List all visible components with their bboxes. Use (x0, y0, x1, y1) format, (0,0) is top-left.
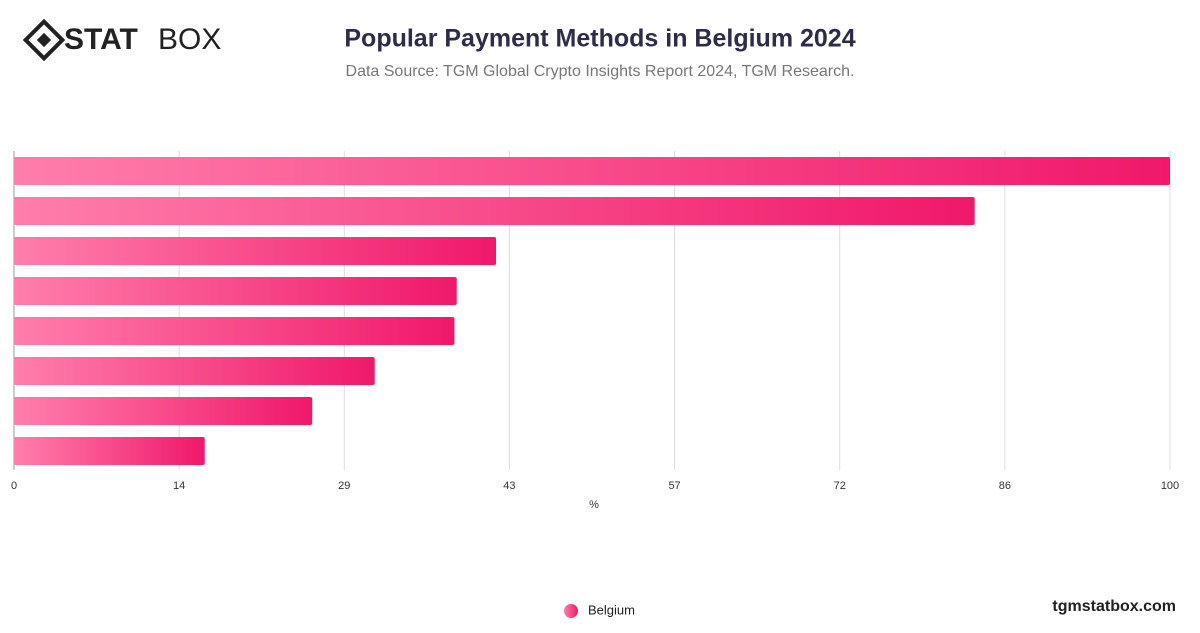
logo-text-bold: STAT (64, 23, 138, 56)
bar (14, 157, 1170, 185)
logo: STAT BOX (22, 18, 221, 62)
footer-link: tgmstatbox.com (1052, 598, 1176, 615)
x-tick-label: 43 (503, 480, 515, 492)
x-tick-label: 100 (1161, 480, 1179, 492)
chart-title: Popular Payment Methods in Belgium 2024 (344, 25, 855, 53)
bar (14, 197, 975, 225)
bar (14, 317, 455, 345)
bar (14, 437, 205, 465)
x-tick-label: 86 (999, 480, 1011, 492)
legend-marker (564, 604, 578, 618)
x-axis-label: % (589, 499, 599, 511)
bar (14, 397, 313, 425)
x-tick-label: 57 (668, 480, 680, 492)
bar (14, 237, 497, 265)
logo-icon (22, 18, 66, 62)
bar (14, 357, 375, 385)
legend-label: Belgium (588, 602, 635, 617)
x-tick-label: 29 (338, 480, 350, 492)
chart-subtitle: Data Source: TGM Global Crypto Insights … (346, 63, 855, 80)
logo-text-light: BOX (158, 23, 221, 56)
x-tick-label: 0 (11, 480, 17, 492)
x-tick-label: 72 (834, 480, 846, 492)
x-tick-label: 14 (173, 480, 185, 492)
bar (14, 277, 457, 305)
